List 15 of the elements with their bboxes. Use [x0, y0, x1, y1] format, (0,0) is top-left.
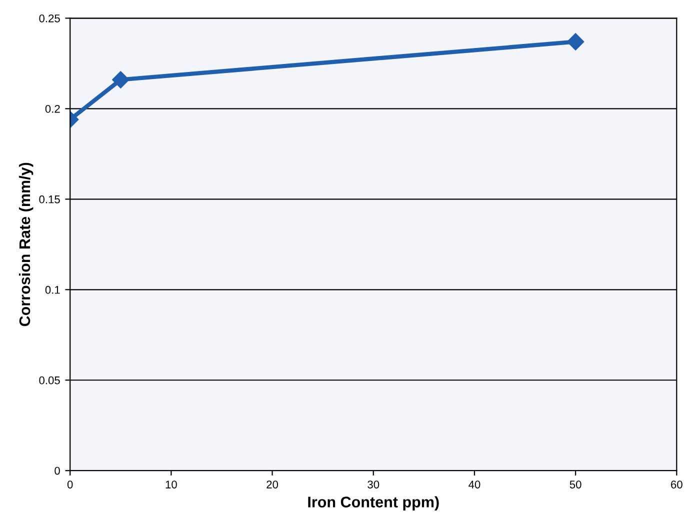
y-tick-label: 0.25 — [39, 14, 60, 22]
y-tick-label: 0 — [54, 466, 60, 475]
y-tick-label: 0.15 — [39, 195, 60, 204]
y-axis-title: Corrosion Rate (mm/y) — [18, 162, 34, 326]
x-tick-label: 50 — [570, 480, 582, 488]
x-tick-label: 0 — [67, 480, 73, 488]
x-tick-label: 60 — [671, 480, 682, 488]
y-tick-label: 0.05 — [39, 376, 60, 384]
x-tick-label: 20 — [266, 480, 278, 488]
x-tick-label: 10 — [166, 480, 177, 488]
x-tick-label: 30 — [368, 480, 380, 488]
x-axis-title: Iron Content ppm) — [308, 496, 439, 510]
y-tick-label: 0.2 — [45, 104, 60, 113]
y-tick-label: 0.1 — [45, 286, 60, 294]
x-tick-label: 40 — [468, 480, 480, 488]
